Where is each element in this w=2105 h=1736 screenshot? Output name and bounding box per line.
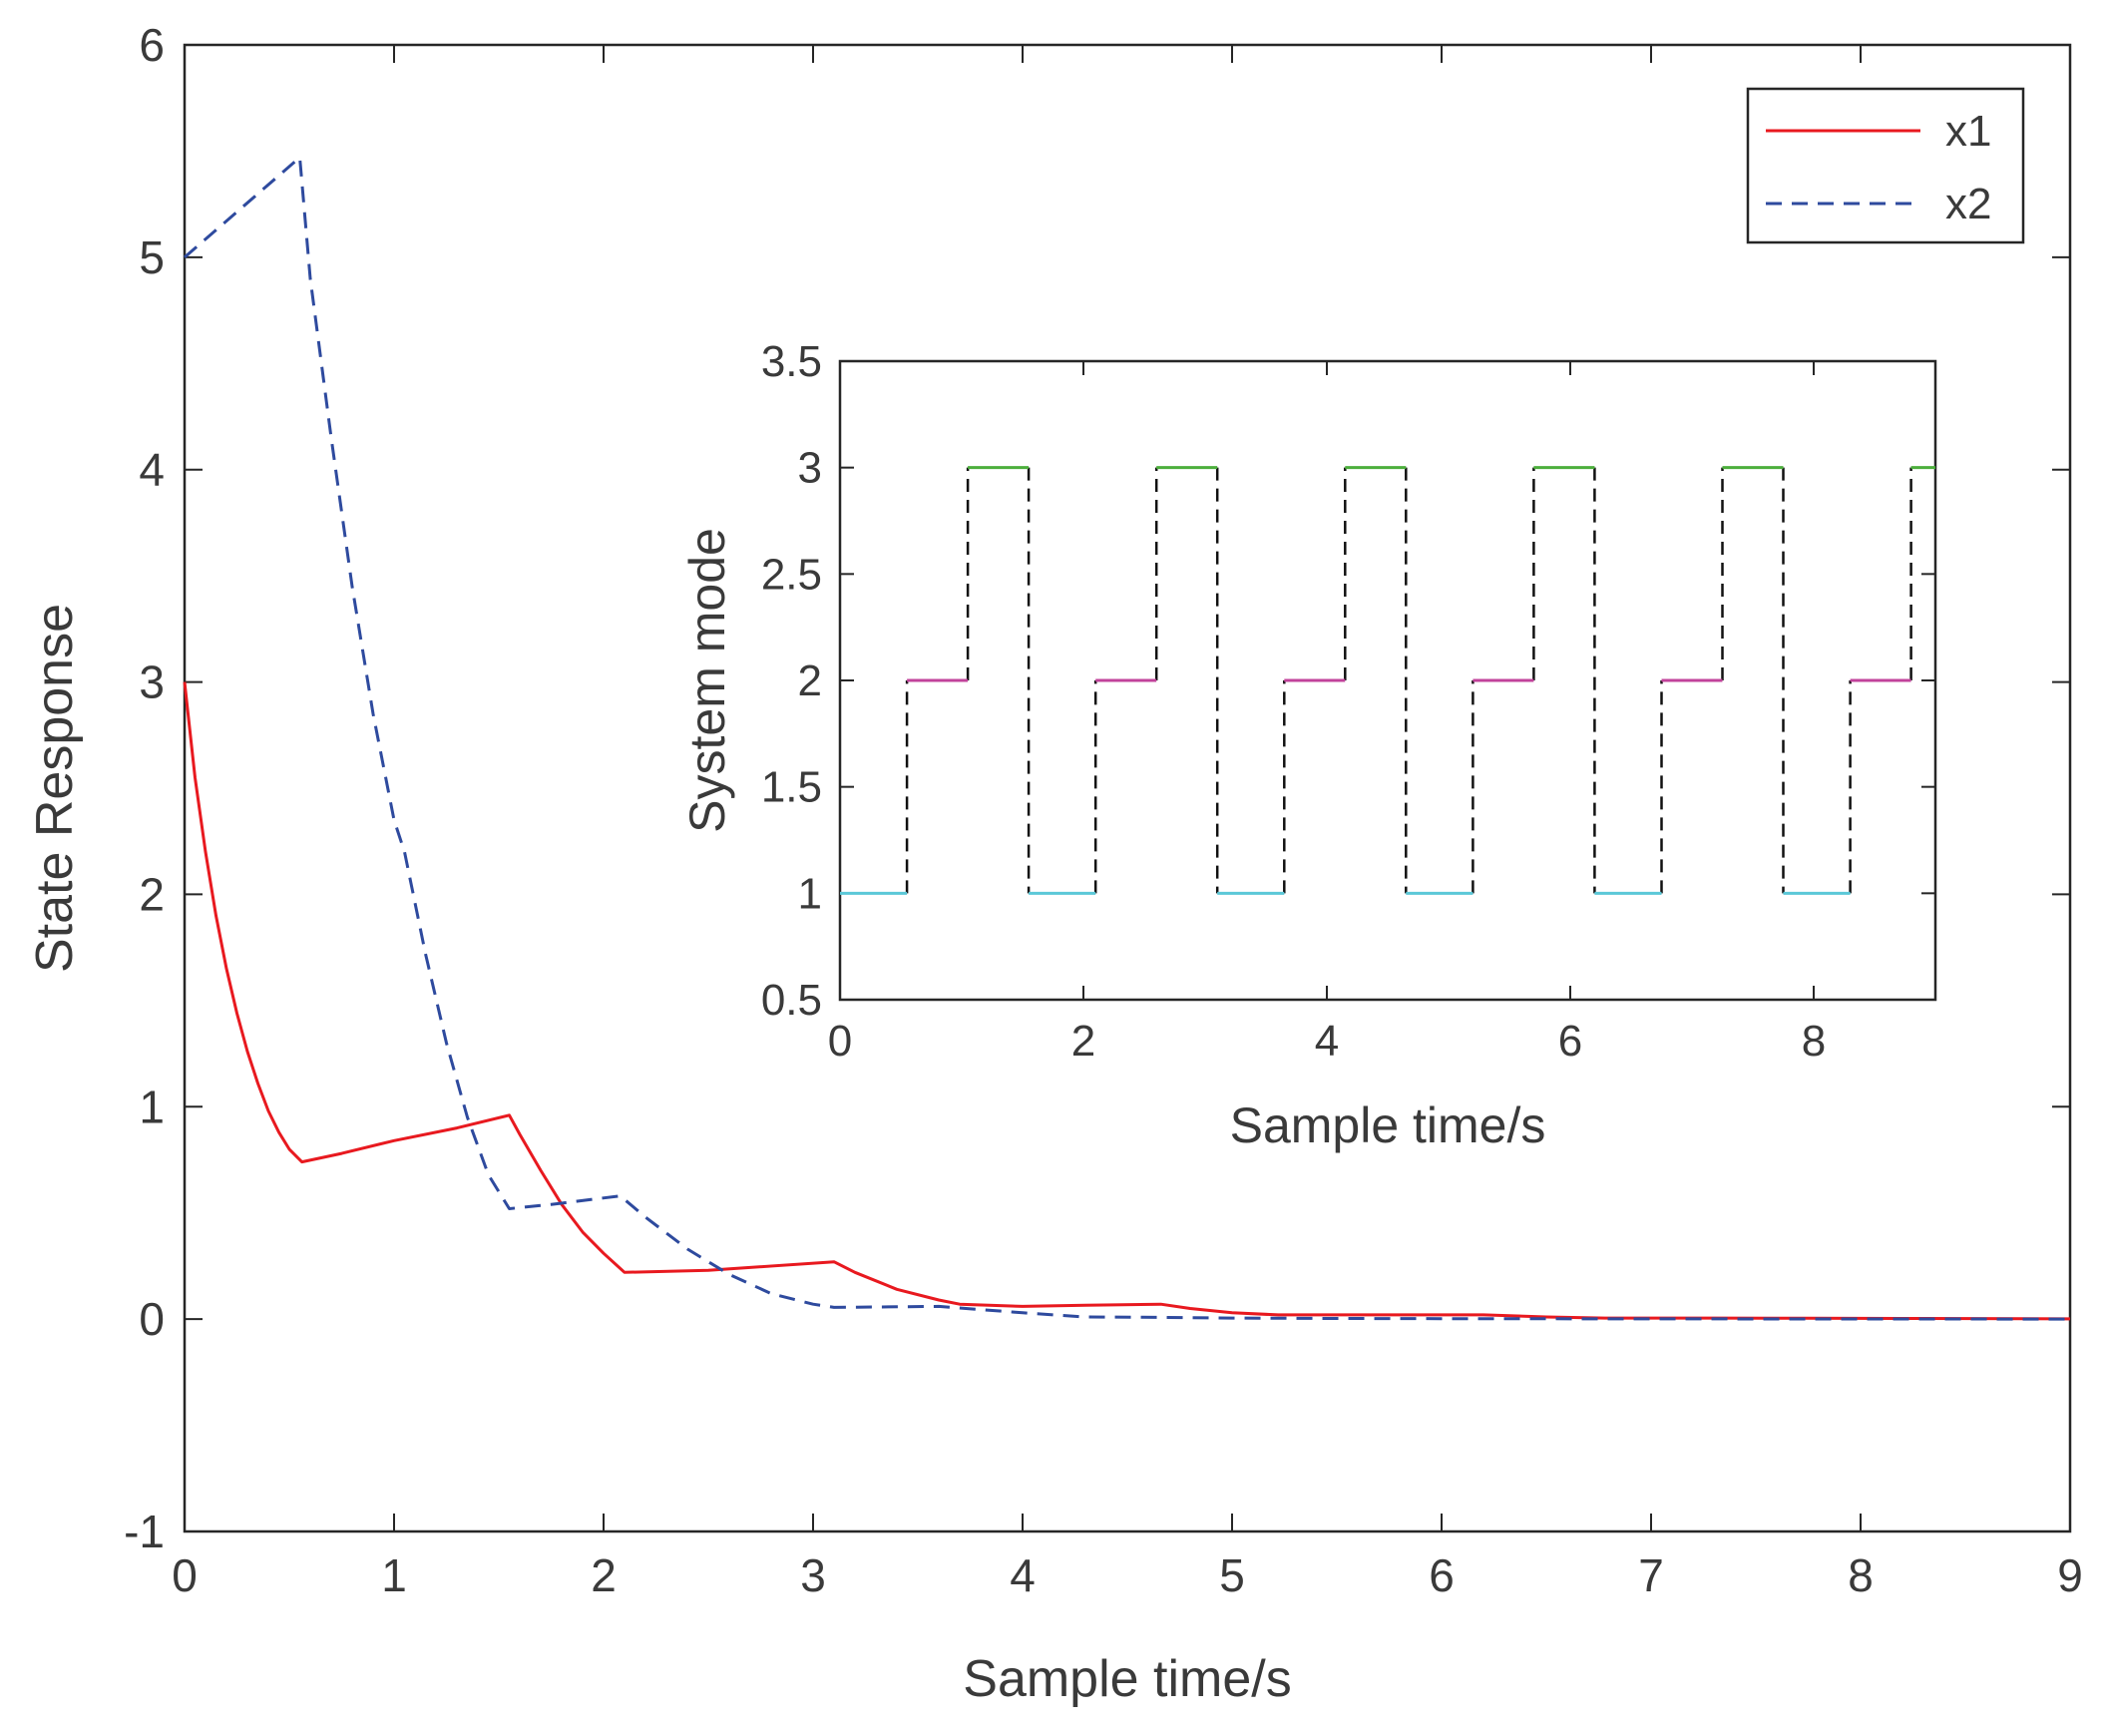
main-y-tick-label: 3 [139,656,165,708]
main-x-tick-label: 9 [2057,1549,2083,1601]
inset-y-axis-title: System mode [679,528,735,833]
main-y-axis-title: State Response [26,604,84,973]
inset-y-tick-label: 1 [798,869,822,918]
inset-x-tick-label: 4 [1315,1017,1339,1066]
legend: x1 x2 [1746,87,2025,244]
main-x-axis-title: Sample time/s [963,1650,1291,1708]
series-line-x2 [184,156,2071,1321]
inset-plot-area [838,359,1937,1002]
main-series [183,156,2071,1321]
inset-x-tick-label: 0 [828,1017,852,1066]
main-y-tick-label: 6 [139,19,165,71]
main-x-tick-label: 5 [1219,1549,1245,1601]
inset-x-axis-title: Sample time/s [1230,1097,1546,1153]
legend-box [1746,87,2025,244]
inset-axes: 0 2 4 6 8 0.5 1 1.5 2 2.5 3 3.5 Sample time/s Syste… [679,337,1937,1153]
inset-x-tick-label: 8 [1802,1017,1826,1066]
main-x-tick-label: 2 [591,1549,617,1601]
series-line-x1 [183,681,2071,1321]
main-x-tick-label: 7 [1638,1549,1664,1601]
inset-series [840,466,1935,895]
main-x-tick-label: 0 [172,1549,198,1601]
inset-y-tick-label: 0.5 [761,976,822,1025]
inset-y-tick-label: 3.5 [761,337,822,386]
main-x-tick-label: 3 [800,1549,826,1601]
inset-x-tick-label: 2 [1071,1017,1095,1066]
main-y-tick-label: 4 [139,444,165,496]
main-y-tick-label: -1 [124,1506,165,1557]
inset-y-tick-label: 2.5 [761,550,822,599]
legend-label-x2: x2 [1945,180,1991,228]
main-y-tick-label: 2 [139,868,165,920]
main-y-tick-label: 0 [139,1293,165,1345]
main-y-tick-label: 1 [139,1081,165,1132]
inset-y-tick-label: 1.5 [761,763,822,812]
legend-label-x1: x1 [1945,107,1991,156]
main-x-tick-label: 1 [381,1549,407,1601]
main-y-tick-label: 5 [139,231,165,283]
inset-x-tick-label: 6 [1558,1017,1582,1066]
inset-y-tick-label: 2 [798,656,822,705]
inset-ticks: 0 2 4 6 8 0.5 1 1.5 2 2.5 3 3.5 [761,337,1935,1066]
main-x-tick-label: 6 [1429,1549,1455,1601]
inset-y-tick-label: 3 [798,444,822,493]
main-x-tick-label: 8 [1848,1549,1874,1601]
main-x-tick-label: 4 [1010,1549,1036,1601]
